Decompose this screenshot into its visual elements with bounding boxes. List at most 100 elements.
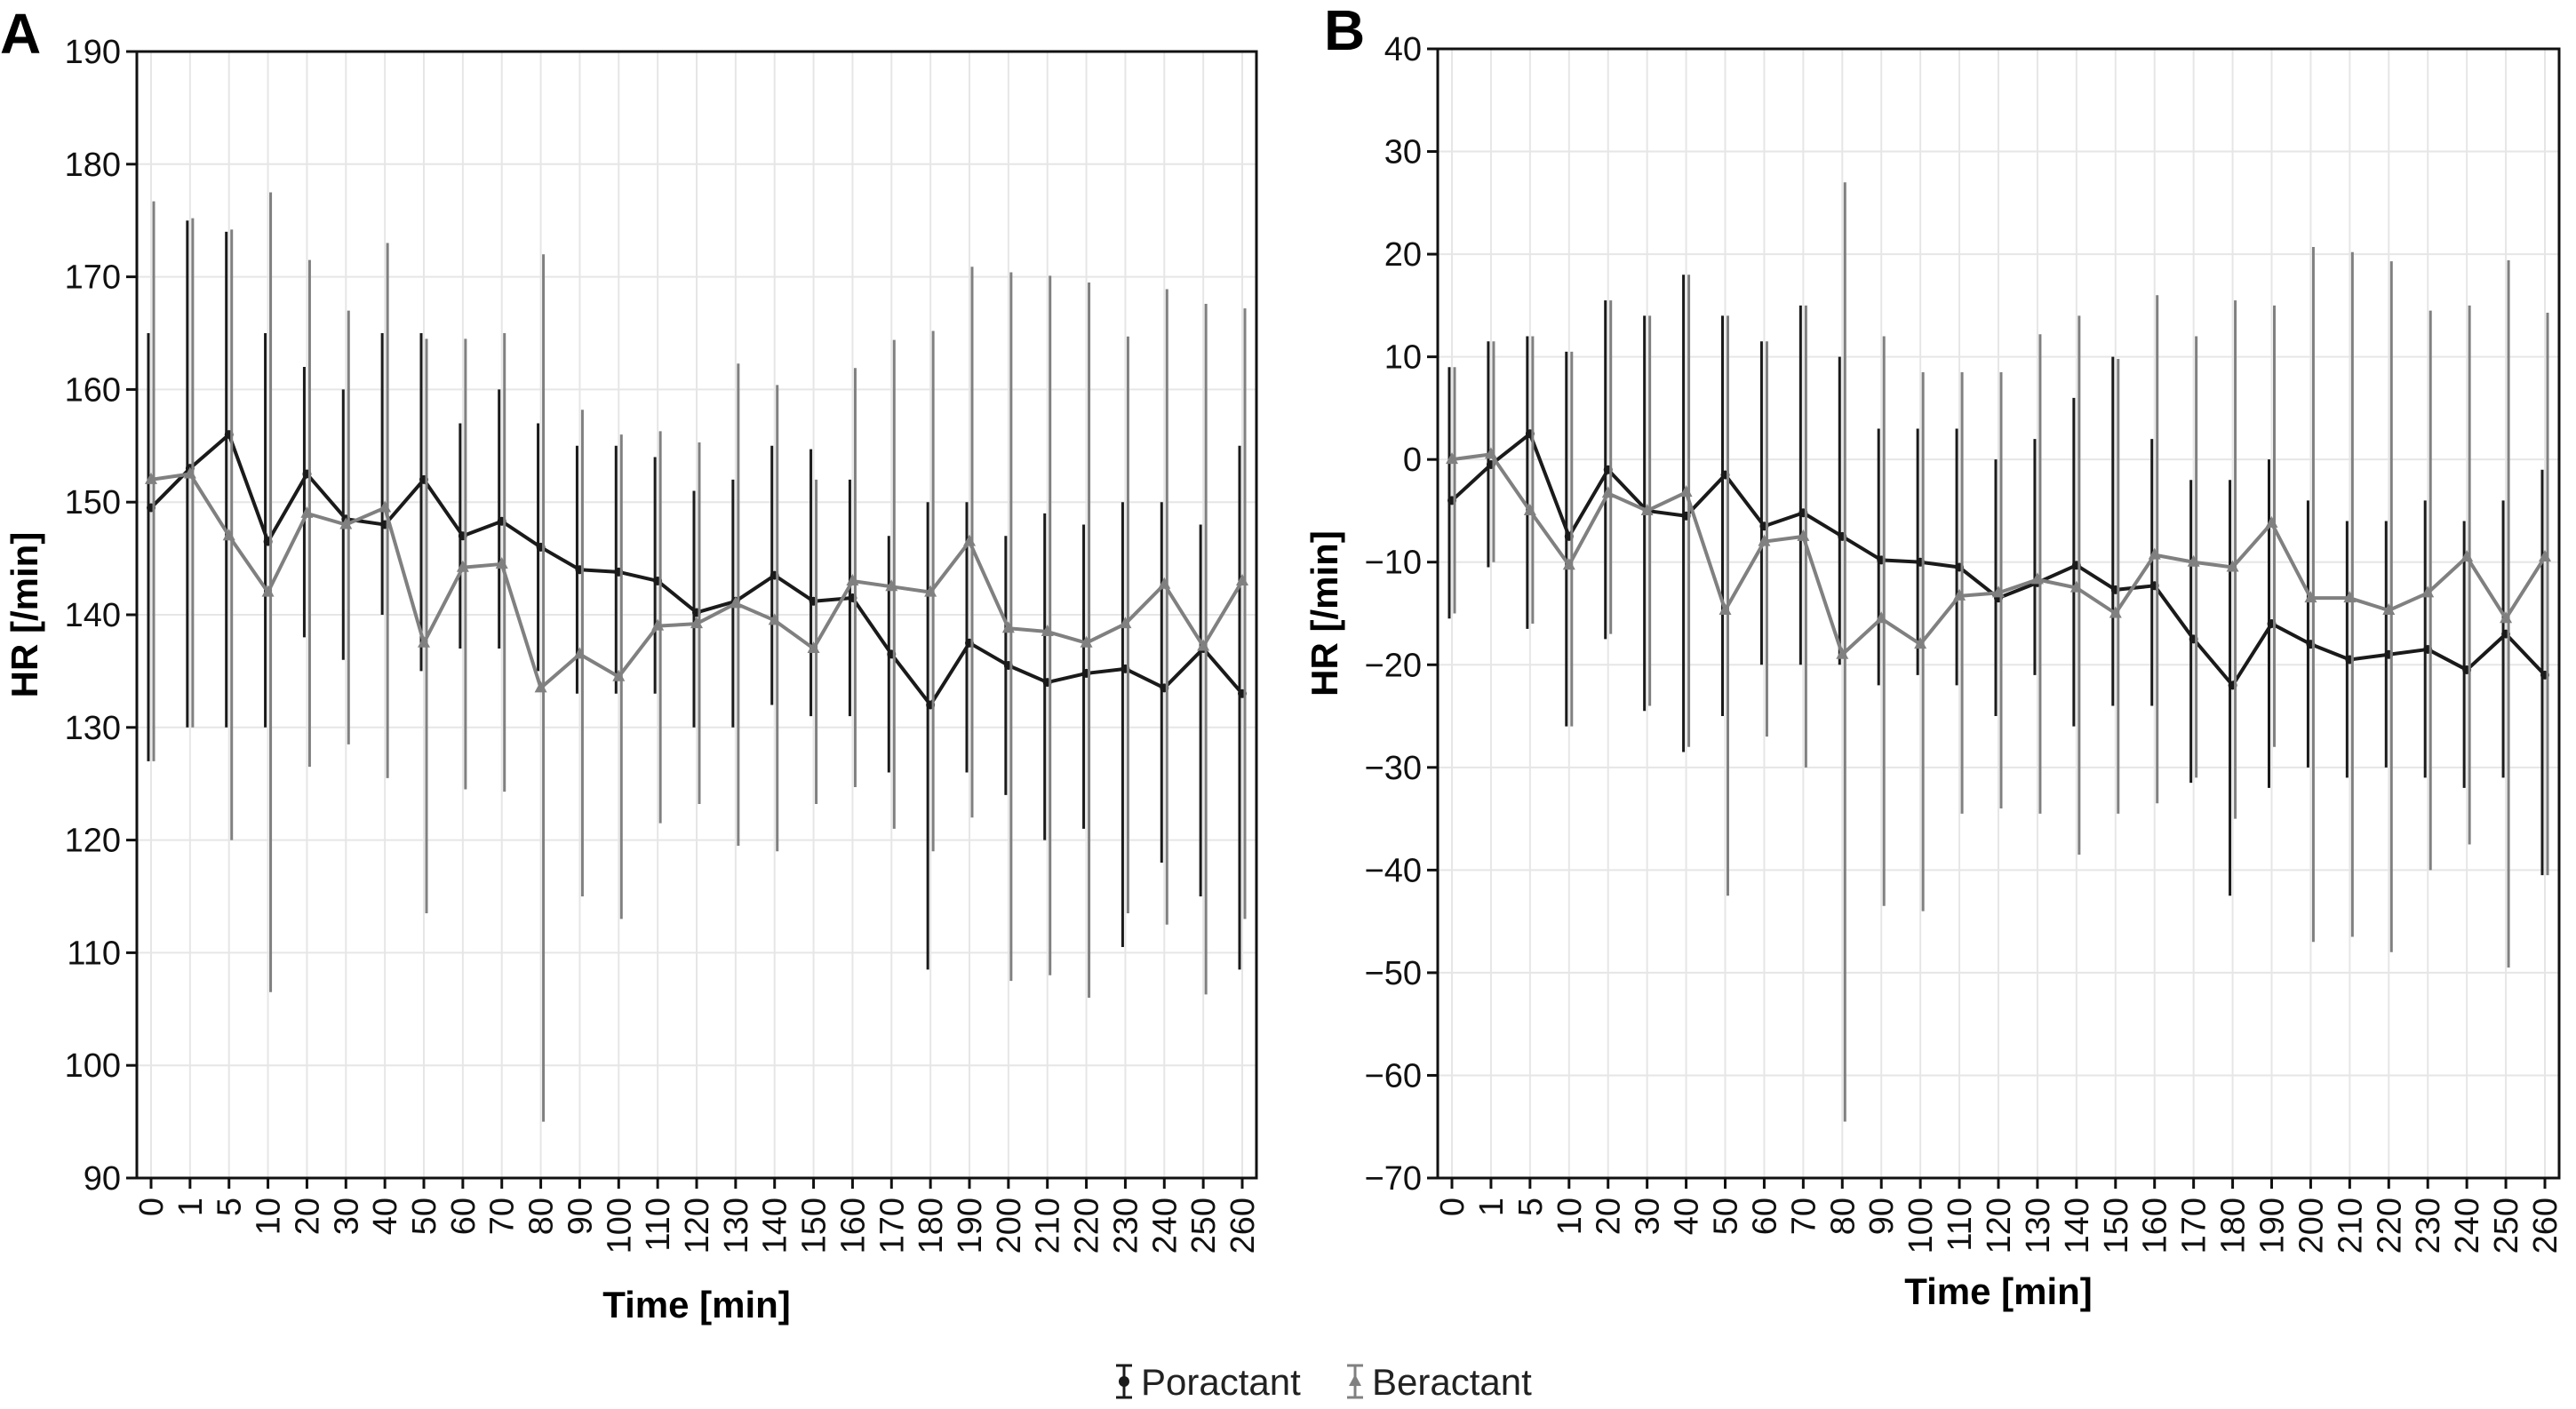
x-tick-label: 120 [1981,1198,2018,1254]
data-point-beractant [1446,452,1458,465]
data-point-beractant [1119,617,1132,629]
x-tick-label: 0 [1434,1198,1471,1216]
y-tick-label: −60 [1365,1057,1422,1095]
y-axis-title: HR [/min] [4,532,45,698]
panel-label-a: A [0,2,41,66]
data-point-beractant [1523,503,1536,515]
x-tick-label: 5 [211,1198,249,1216]
data-point-beractant [1914,637,1927,649]
y-tick-label: 160 [65,371,121,409]
x-tick-label: 240 [1146,1198,1184,1254]
y-tick-label: 100 [65,1047,121,1085]
x-tick-label: 0 [133,1198,171,1216]
data-point-beractant [2421,585,2435,598]
y-tick-label: 190 [65,34,121,71]
x-tick-label: 50 [1708,1198,1745,1235]
data-point-beractant [2343,591,2357,603]
y-tick-label: 10 [1384,339,1422,377]
series-beractant [145,192,1248,1122]
y-tick-label: −10 [1365,545,1422,582]
y-tick-label: 150 [65,484,121,521]
data-point-beractant [1836,647,1849,659]
data-point-beractant [2460,549,2474,561]
data-point-beractant [222,529,235,541]
data-point-beractant [1640,503,1654,515]
data-point-beractant [1158,577,1171,589]
x-tick-label: 90 [562,1198,599,1235]
y-tick-label: −40 [1365,852,1422,889]
data-point-beractant [1236,573,1248,585]
data-point-beractant [924,585,937,597]
y-tick-label: −20 [1365,647,1422,684]
legend-marker-poractant [1119,1376,1129,1387]
y-tick-label: 120 [65,823,121,860]
y-tick-label: 20 [1384,236,1422,274]
x-tick-label: 250 [1185,1198,1223,1254]
x-tick-label: 200 [2293,1198,2330,1254]
x-tick-label: 5 [1512,1198,1550,1216]
x-tick-label: 110 [640,1198,677,1252]
y-tick-label: 40 [1384,31,1422,68]
x-tick-label: 180 [2215,1198,2253,1254]
y-tick-label: 140 [65,597,121,634]
data-point-beractant [2500,611,2513,624]
data-point-beractant [612,669,626,681]
data-point-beractant [1041,625,1054,637]
series-beractant [1446,182,2551,1122]
data-point-beractant [2148,547,2161,560]
y-tick-label: −50 [1365,955,1422,992]
data-point-beractant [418,635,430,648]
x-tick-label: 100 [601,1198,638,1254]
data-point-beractant [339,517,353,529]
x-tick-label: 250 [2488,1198,2525,1254]
data-point-beractant [573,647,586,659]
x-tick-label: 140 [2059,1198,2096,1254]
x-tick-label: 210 [2332,1198,2369,1254]
x-tick-label: 200 [991,1198,1028,1254]
y-tick-label: 0 [1403,442,1422,479]
x-tick-label: 130 [2020,1198,2057,1254]
data-point-beractant [1875,611,1888,624]
x-tick-label: 180 [913,1198,950,1254]
x-tick-label: 10 [1551,1198,1589,1235]
x-tick-label: 230 [2410,1198,2447,1254]
data-point-beractant [1679,485,1693,498]
data-point-beractant [2265,515,2278,528]
legend-item-beractant: Beractant [1347,1361,1532,1403]
legend-item-poractant: Poractant [1116,1361,1301,1403]
data-point-beractant [183,466,196,479]
x-tick-label: 190 [2254,1198,2292,1254]
x-tick-label: 30 [1630,1198,1667,1235]
y-tick-label: 90 [84,1160,121,1198]
data-point-beractant [2070,580,2083,593]
x-axis-title: Time [min] [1904,1270,2093,1312]
data-point-beractant [1484,447,1497,459]
data-point-beractant [2187,554,2200,567]
data-point-beractant [1992,585,2005,598]
x-tick-label: 40 [367,1198,404,1235]
data-point-beractant [2109,606,2122,618]
legend: Poractant Beractant [1116,1361,1532,1403]
data-point-beractant [1758,534,1771,546]
data-point-beractant [495,556,508,569]
y-tick-label: 170 [65,259,121,297]
x-tick-label: 1 [1473,1198,1511,1216]
x-axis-title: Time [min] [602,1284,791,1325]
x-tick-label: 190 [952,1198,989,1254]
x-tick-label: 110 [1942,1198,1979,1252]
x-tick-label: 260 [2527,1198,2564,1254]
y-tick-label: 180 [65,147,121,184]
y-tick-label: −70 [1365,1160,1422,1198]
data-point-beractant [1197,639,1210,651]
x-tick-label: 50 [406,1198,443,1235]
data-point-beractant [2382,603,2396,616]
data-point-beractant [807,641,820,654]
y-tick-label: 130 [65,710,121,747]
y-tick-label: 30 [1384,134,1422,171]
legend-marker-beractant [1349,1374,1361,1386]
x-tick-label: 30 [328,1198,365,1235]
data-point-beractant [145,472,157,484]
data-point-beractant [1601,486,1615,498]
